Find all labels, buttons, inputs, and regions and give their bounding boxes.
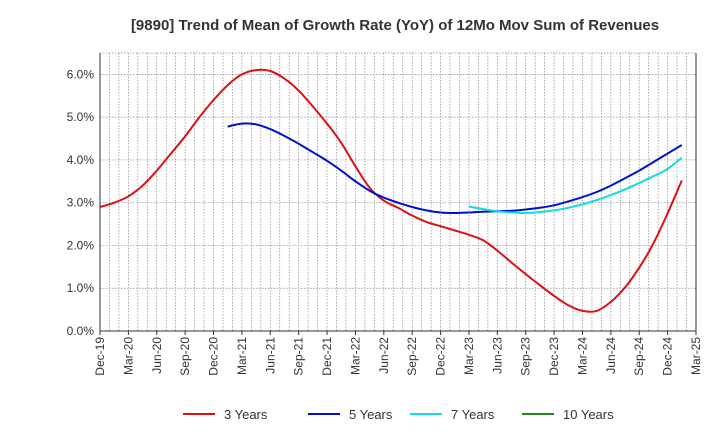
x-tick-label: Sep-23	[519, 337, 533, 376]
x-tick-label: Jun-22	[377, 337, 391, 374]
x-tick-label: Mar-23	[462, 337, 476, 375]
legend-label-3-years: 3 Years	[224, 407, 268, 422]
x-tick-label: Sep-20	[178, 337, 192, 376]
x-tick-label: Mar-24	[575, 337, 589, 375]
y-tick-label: 4.0%	[67, 153, 95, 167]
y-tick-label: 3.0%	[67, 196, 95, 210]
y-tick-label: 0.0%	[67, 324, 95, 338]
plot-area: 0.0% 1.0% 2.0% 3.0% 4.0% 5.0% 6.0% Dec-19 Mar-20…	[67, 52, 703, 376]
x-tick-label: Mar-20	[121, 337, 135, 375]
chart-title: [9890] Trend of Mean of Growth Rate (YoY…	[131, 17, 659, 34]
y-tick-label: 1.0%	[67, 281, 95, 295]
y-tick-label: 5.0%	[67, 110, 95, 124]
x-tick-label: Mar-21	[235, 337, 249, 375]
x-tick-label: Dec-22	[434, 337, 448, 376]
x-tick-label: Dec-21	[320, 337, 334, 376]
x-tick-label: Sep-24	[632, 337, 646, 376]
y-tick-label: 6.0%	[67, 67, 95, 81]
legend-label-10-years: 10 Years	[563, 407, 614, 422]
x-tick-label: Sep-21	[292, 337, 306, 376]
x-tick-label: Jun-24	[604, 337, 618, 374]
x-tick-label: Dec-23	[547, 337, 561, 376]
x-tick-label: Jun-23	[490, 337, 504, 374]
x-tick-label: Jun-20	[150, 337, 164, 374]
x-tick-label: Mar-25	[689, 337, 703, 375]
series-line-5-years	[227, 122, 683, 214]
x-tick-label: Dec-19	[93, 337, 107, 376]
x-tick-label: Dec-20	[207, 337, 221, 376]
series-line-3-years	[99, 68, 683, 313]
x-tick-label: Jun-21	[263, 337, 277, 374]
y-tick-label: 2.0%	[67, 238, 95, 252]
x-tick-label: Sep-22	[405, 337, 419, 376]
x-tick-label: Dec-24	[661, 337, 675, 376]
legend: 3 Years 5 Years 7 Years 10 Years	[183, 407, 614, 422]
legend-label-7-years: 7 Years	[451, 407, 495, 422]
legend-label-5-years: 5 Years	[349, 407, 393, 422]
x-tick-label: Mar-22	[348, 337, 362, 375]
plot-background	[100, 53, 696, 331]
series-line-7-years	[468, 157, 683, 214]
